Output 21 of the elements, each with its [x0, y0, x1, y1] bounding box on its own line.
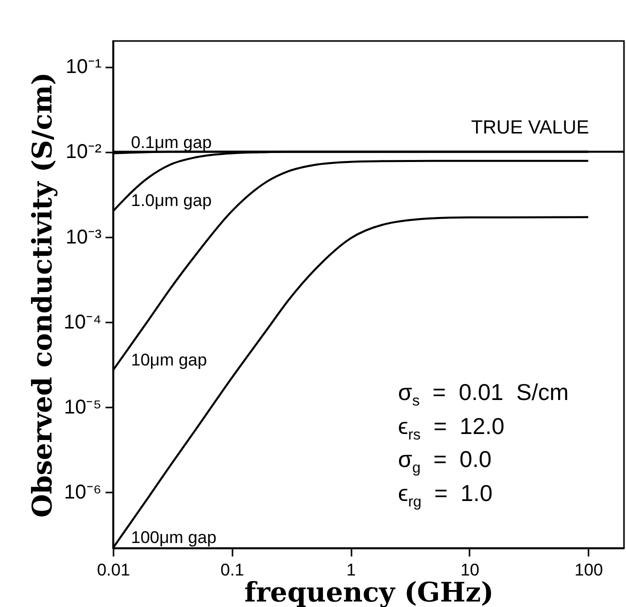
- x-tick-label: 1: [346, 560, 356, 580]
- y-tick-label: 10⁻¹: [66, 56, 102, 78]
- y-tick-label: 10⁻³: [66, 226, 102, 248]
- text: σ$_{s}$ = 0.01 S/cm: [398, 379, 569, 410]
- x-tick-label: 0.1: [220, 560, 244, 580]
- y-tick-label: 10⁻⁶: [64, 482, 102, 504]
- y-tick-label: 10⁻²: [66, 141, 102, 164]
- text: ϵ$_{rs}$ = 12.0: [398, 412, 504, 444]
- text: ϵ$_{rg}$ = 1.0: [398, 480, 492, 510]
- y-axis-title: Observed conductivity (S/cm): [28, 72, 59, 518]
- x-tick-label: 100: [574, 560, 603, 580]
- x-tick-label: 10: [460, 560, 480, 580]
- text: σ$_{g}$ = 0.0: [398, 446, 492, 477]
- series-label: 0.1μm gap: [131, 133, 212, 152]
- series-label: 100μm gap: [131, 528, 216, 547]
- series-label: 1.0μm gap: [131, 191, 212, 210]
- series-label: 10μm gap: [131, 350, 207, 370]
- ref-line-label: TRUE VALUE: [471, 118, 589, 139]
- y-tick-label: 10⁻⁴: [64, 311, 102, 334]
- y-tick-label: 10⁻⁵: [64, 396, 102, 418]
- x-tick-label: 0.01: [96, 560, 130, 580]
